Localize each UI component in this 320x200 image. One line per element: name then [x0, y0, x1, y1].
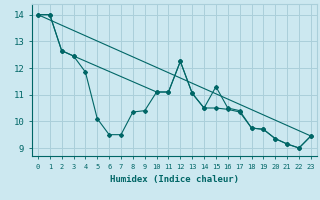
X-axis label: Humidex (Indice chaleur): Humidex (Indice chaleur) — [110, 175, 239, 184]
